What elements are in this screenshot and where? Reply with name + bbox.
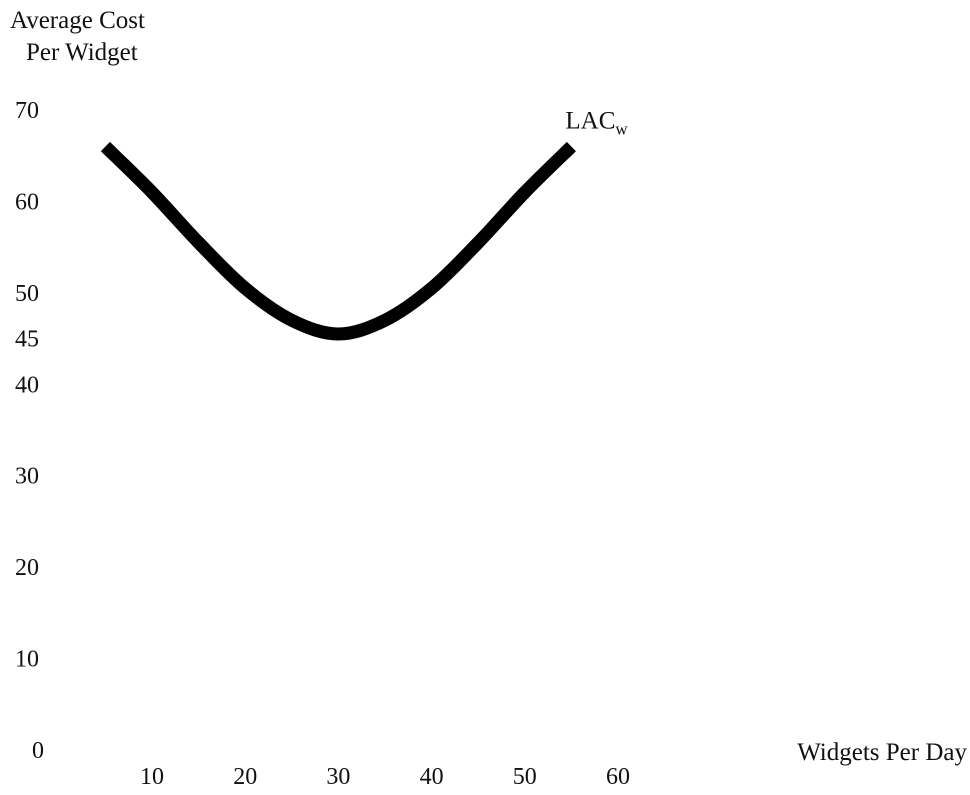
- y-tick-label: 10: [15, 647, 39, 673]
- x-tick-label: 20: [233, 764, 257, 790]
- y-tick-label: 45: [15, 327, 39, 353]
- y-tick-label: 20: [15, 555, 39, 581]
- series-layer: LACw: [100, 108, 628, 341]
- y-tick-label: 60: [15, 189, 39, 215]
- x-axis-label: Widgets Per Day: [797, 739, 967, 766]
- lac-curve: [100, 141, 576, 341]
- y-tick-label: 0: [32, 738, 44, 764]
- x-tick-label: 50: [513, 764, 537, 790]
- series-label-lac: LACw: [565, 108, 628, 139]
- x-tick-label: 60: [606, 764, 630, 790]
- y-tick-label: 40: [15, 372, 39, 398]
- series-label-main: LAC: [565, 108, 615, 135]
- x-tick-label: 10: [140, 764, 164, 790]
- y-tick-label: 70: [15, 98, 39, 124]
- series-label-subscript: w: [615, 120, 628, 139]
- y-axis-label-line-1: Average Cost: [10, 7, 145, 34]
- y-tick-labels: 0 10 20 30 40 45 50 60 70: [15, 98, 44, 764]
- x-tick-label: 30: [326, 764, 350, 790]
- x-tick-labels: 10 20 30 40 50 60: [140, 764, 630, 790]
- y-axis-label-line-2: Per Widget: [26, 39, 138, 66]
- y-tick-label: 30: [15, 464, 39, 490]
- x-tick-label: 40: [420, 764, 444, 790]
- y-tick-label: 50: [15, 281, 39, 307]
